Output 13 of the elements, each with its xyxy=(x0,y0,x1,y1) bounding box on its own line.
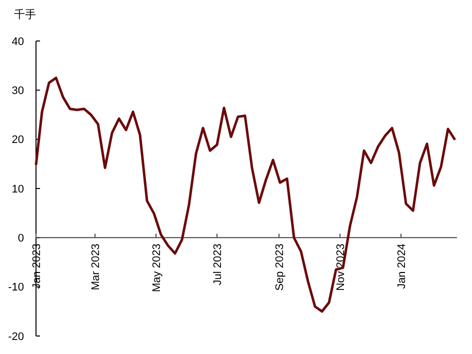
x-tick-label: Jul 2023 xyxy=(212,244,224,286)
y-axis-title: 千手 xyxy=(14,8,36,21)
x-tick-label: Mar 2023 xyxy=(90,244,102,290)
x-tick-label: May 2023 xyxy=(151,244,163,292)
y-tick-label: -20 xyxy=(8,330,24,343)
x-tick-label: Sep 2023 xyxy=(274,244,286,291)
y-tick-label: 30 xyxy=(12,85,24,98)
y-tick-label: 10 xyxy=(12,183,24,196)
y-tick-label: 20 xyxy=(12,134,24,146)
y-tick-label: 40 xyxy=(12,36,24,48)
y-tick-label: -10 xyxy=(8,282,24,294)
x-tick-label: Jan 2024 xyxy=(396,244,408,289)
y-tick-label: 0 xyxy=(18,232,24,245)
